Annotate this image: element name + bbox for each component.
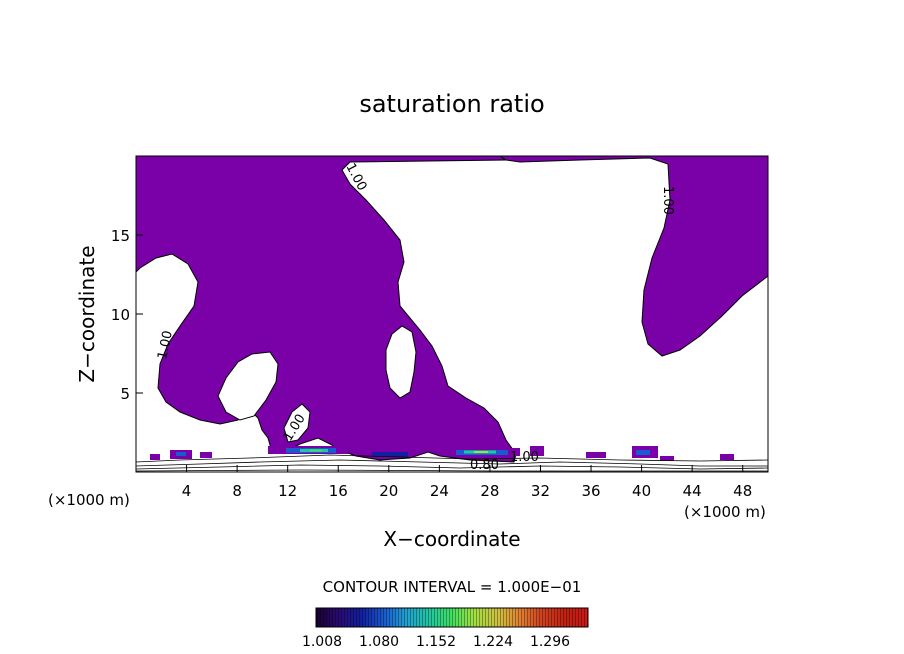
x-tick-label: 20 bbox=[379, 482, 398, 500]
y-axis: 5 10 15 bbox=[111, 227, 143, 403]
chart-title: saturation ratio bbox=[359, 90, 544, 118]
x-tick-label: 16 bbox=[329, 482, 348, 500]
x-axis: 4 8 12 16 20 24 28 32 36 40 44 48 bbox=[182, 465, 752, 500]
surface-cells bbox=[150, 446, 734, 461]
x-axis-title: X−coordinate bbox=[383, 527, 520, 551]
colorbar-tick-label: 1.080 bbox=[359, 634, 399, 650]
x-tick-label: 12 bbox=[278, 482, 297, 500]
contour-label: 1.00 bbox=[155, 329, 176, 360]
contour-label: 0.80 bbox=[470, 458, 499, 473]
x-unit-right: (×1000 m) bbox=[684, 503, 766, 521]
contour-field: 1.00 1.00 1.00 1.00 0.80 1.00 bbox=[136, 156, 768, 473]
colorbar-tick-label: 1.296 bbox=[530, 634, 570, 650]
colorbar-tick-label: 1.008 bbox=[302, 634, 342, 650]
x-tick-label: 44 bbox=[683, 482, 702, 500]
contour-label: 1.00 bbox=[660, 186, 675, 215]
x-tick-label: 8 bbox=[232, 482, 242, 500]
contour-interval-text: CONTOUR INTERVAL = 1.000E−01 bbox=[323, 578, 582, 596]
y-axis-title: Z−coordinate bbox=[75, 245, 99, 382]
supersaturated-region-main bbox=[136, 156, 768, 357]
supersaturated-region-left bbox=[136, 156, 517, 463]
y-tick-label: 5 bbox=[120, 385, 130, 403]
y-tick-label: 10 bbox=[111, 306, 130, 324]
subsaturated-hole-1 bbox=[217, 351, 279, 421]
x-tick-label: 4 bbox=[182, 482, 192, 500]
x-tick-label: 28 bbox=[480, 482, 499, 500]
x-tick-label: 48 bbox=[733, 482, 752, 500]
x-tick-label: 24 bbox=[430, 482, 449, 500]
colorbar-tick-label: 1.152 bbox=[416, 634, 456, 650]
colorbar-labels: 1.008 1.080 1.152 1.224 1.296 bbox=[302, 634, 570, 650]
subsaturated-hole-3 bbox=[283, 403, 311, 443]
x-tick-label: 40 bbox=[632, 482, 651, 500]
contour-label: 1.00 bbox=[510, 450, 539, 465]
x-tick-label: 36 bbox=[581, 482, 600, 500]
colorbar-stripes bbox=[316, 608, 588, 627]
x-unit-left: (×1000 m) bbox=[48, 491, 130, 509]
subsaturated-hole-2 bbox=[385, 325, 417, 399]
surface-contour-lines bbox=[136, 454, 768, 472]
colorbar-tick-label: 1.224 bbox=[473, 634, 513, 650]
colorbar bbox=[315, 607, 589, 628]
y-tick-label: 15 bbox=[111, 227, 130, 245]
x-tick-label: 32 bbox=[531, 482, 550, 500]
